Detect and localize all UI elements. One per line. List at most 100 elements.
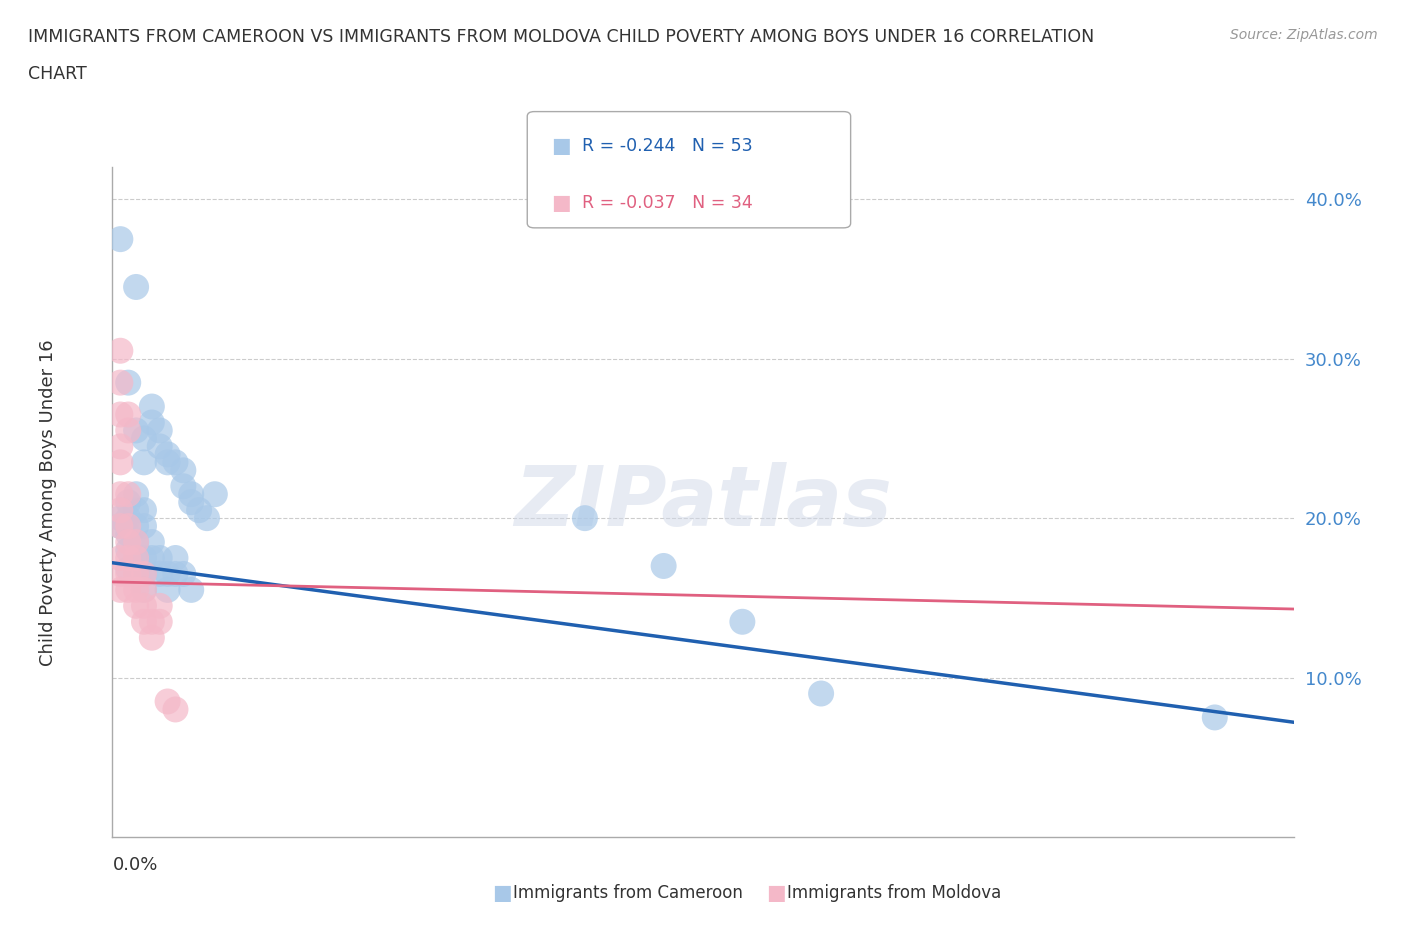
Point bbox=[132, 615, 155, 630]
Text: Immigrants from Moldova: Immigrants from Moldova bbox=[787, 884, 1001, 902]
Point bbox=[125, 519, 148, 534]
Point bbox=[125, 566, 148, 581]
Point bbox=[141, 399, 163, 414]
Text: ■: ■ bbox=[766, 883, 786, 903]
Point bbox=[117, 519, 139, 534]
Point bbox=[117, 526, 139, 541]
Point bbox=[132, 431, 155, 445]
Point bbox=[125, 551, 148, 565]
Point bbox=[117, 582, 139, 597]
Point bbox=[165, 702, 187, 717]
Point bbox=[156, 582, 179, 597]
Text: ■: ■ bbox=[492, 883, 512, 903]
Point bbox=[117, 486, 139, 501]
Point bbox=[180, 495, 202, 510]
Point bbox=[125, 486, 148, 501]
Point bbox=[125, 423, 148, 438]
Point bbox=[117, 407, 139, 422]
Text: R = -0.037   N = 34: R = -0.037 N = 34 bbox=[582, 193, 752, 212]
Point bbox=[156, 447, 179, 462]
Point bbox=[132, 566, 155, 581]
Point bbox=[149, 423, 172, 438]
Point bbox=[117, 551, 139, 565]
Point bbox=[149, 566, 172, 581]
Point bbox=[110, 519, 132, 534]
Point bbox=[132, 582, 155, 597]
Point bbox=[117, 542, 139, 557]
Point bbox=[117, 566, 139, 581]
Point bbox=[110, 407, 132, 422]
Point bbox=[125, 503, 148, 518]
Point bbox=[110, 232, 132, 246]
Point bbox=[149, 615, 172, 630]
Point bbox=[110, 486, 132, 501]
Point bbox=[117, 423, 139, 438]
Point bbox=[180, 582, 202, 597]
Text: ZIPatlas: ZIPatlas bbox=[515, 461, 891, 543]
Point bbox=[125, 535, 148, 550]
Point bbox=[141, 415, 163, 430]
Point bbox=[195, 511, 218, 525]
Point bbox=[165, 566, 187, 581]
Point bbox=[156, 694, 179, 709]
Point bbox=[125, 551, 148, 565]
Point bbox=[110, 503, 132, 518]
Point bbox=[188, 503, 211, 518]
Text: R = -0.244   N = 53: R = -0.244 N = 53 bbox=[582, 137, 752, 155]
Text: CHART: CHART bbox=[28, 65, 87, 83]
Point bbox=[156, 455, 179, 470]
Text: IMMIGRANTS FROM CAMEROON VS IMMIGRANTS FROM MOLDOVA CHILD POVERTY AMONG BOYS UND: IMMIGRANTS FROM CAMEROON VS IMMIGRANTS F… bbox=[28, 28, 1094, 46]
Point bbox=[810, 686, 832, 701]
Text: 0.0%: 0.0% bbox=[112, 857, 157, 874]
Point bbox=[110, 519, 132, 534]
Point bbox=[132, 503, 155, 518]
Point bbox=[117, 511, 139, 525]
Text: Child Poverty Among Boys Under 16: Child Poverty Among Boys Under 16 bbox=[38, 339, 56, 666]
Text: Immigrants from Cameroon: Immigrants from Cameroon bbox=[513, 884, 742, 902]
Point bbox=[117, 535, 139, 550]
Point bbox=[172, 566, 194, 581]
Point bbox=[117, 375, 139, 390]
Point bbox=[132, 598, 155, 613]
Point bbox=[180, 486, 202, 501]
Text: ■: ■ bbox=[551, 136, 571, 156]
Point bbox=[141, 535, 163, 550]
Point bbox=[110, 582, 132, 597]
Point bbox=[132, 455, 155, 470]
Point bbox=[204, 486, 226, 501]
Point bbox=[125, 598, 148, 613]
Point bbox=[110, 375, 132, 390]
Point bbox=[149, 439, 172, 454]
Point bbox=[110, 511, 132, 525]
Point bbox=[165, 455, 187, 470]
Point bbox=[652, 559, 675, 574]
Point bbox=[172, 463, 194, 478]
Point bbox=[125, 535, 148, 550]
Point bbox=[141, 551, 163, 565]
Point bbox=[110, 439, 132, 454]
Point bbox=[149, 551, 172, 565]
Point bbox=[574, 511, 596, 525]
Point bbox=[156, 566, 179, 581]
Point bbox=[132, 519, 155, 534]
Point bbox=[132, 582, 155, 597]
Point bbox=[110, 566, 132, 581]
Point bbox=[132, 566, 155, 581]
Point bbox=[117, 562, 139, 577]
Point bbox=[110, 455, 132, 470]
Point bbox=[125, 280, 148, 295]
Point bbox=[125, 582, 148, 597]
Point bbox=[141, 615, 163, 630]
Text: ■: ■ bbox=[551, 193, 571, 213]
Point bbox=[110, 343, 132, 358]
Point bbox=[1204, 710, 1226, 724]
Point bbox=[731, 615, 754, 630]
Point bbox=[110, 551, 132, 565]
Point bbox=[149, 598, 172, 613]
Text: Source: ZipAtlas.com: Source: ZipAtlas.com bbox=[1230, 28, 1378, 42]
Point bbox=[172, 479, 194, 494]
Point bbox=[125, 566, 148, 581]
Point bbox=[165, 551, 187, 565]
Point bbox=[132, 551, 155, 565]
Point bbox=[141, 631, 163, 645]
